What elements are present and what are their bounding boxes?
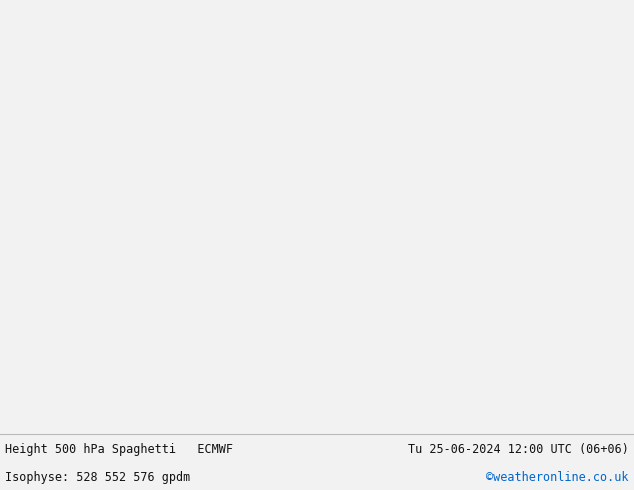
Text: Height 500 hPa Spaghetti   ECMWF: Height 500 hPa Spaghetti ECMWF: [5, 443, 233, 456]
Text: ©weatheronline.co.uk: ©weatheronline.co.uk: [486, 471, 629, 484]
Text: Isophyse: 528 552 576 gpdm: Isophyse: 528 552 576 gpdm: [5, 471, 190, 484]
Text: Tu 25-06-2024 12:00 UTC (06+06): Tu 25-06-2024 12:00 UTC (06+06): [408, 443, 629, 456]
